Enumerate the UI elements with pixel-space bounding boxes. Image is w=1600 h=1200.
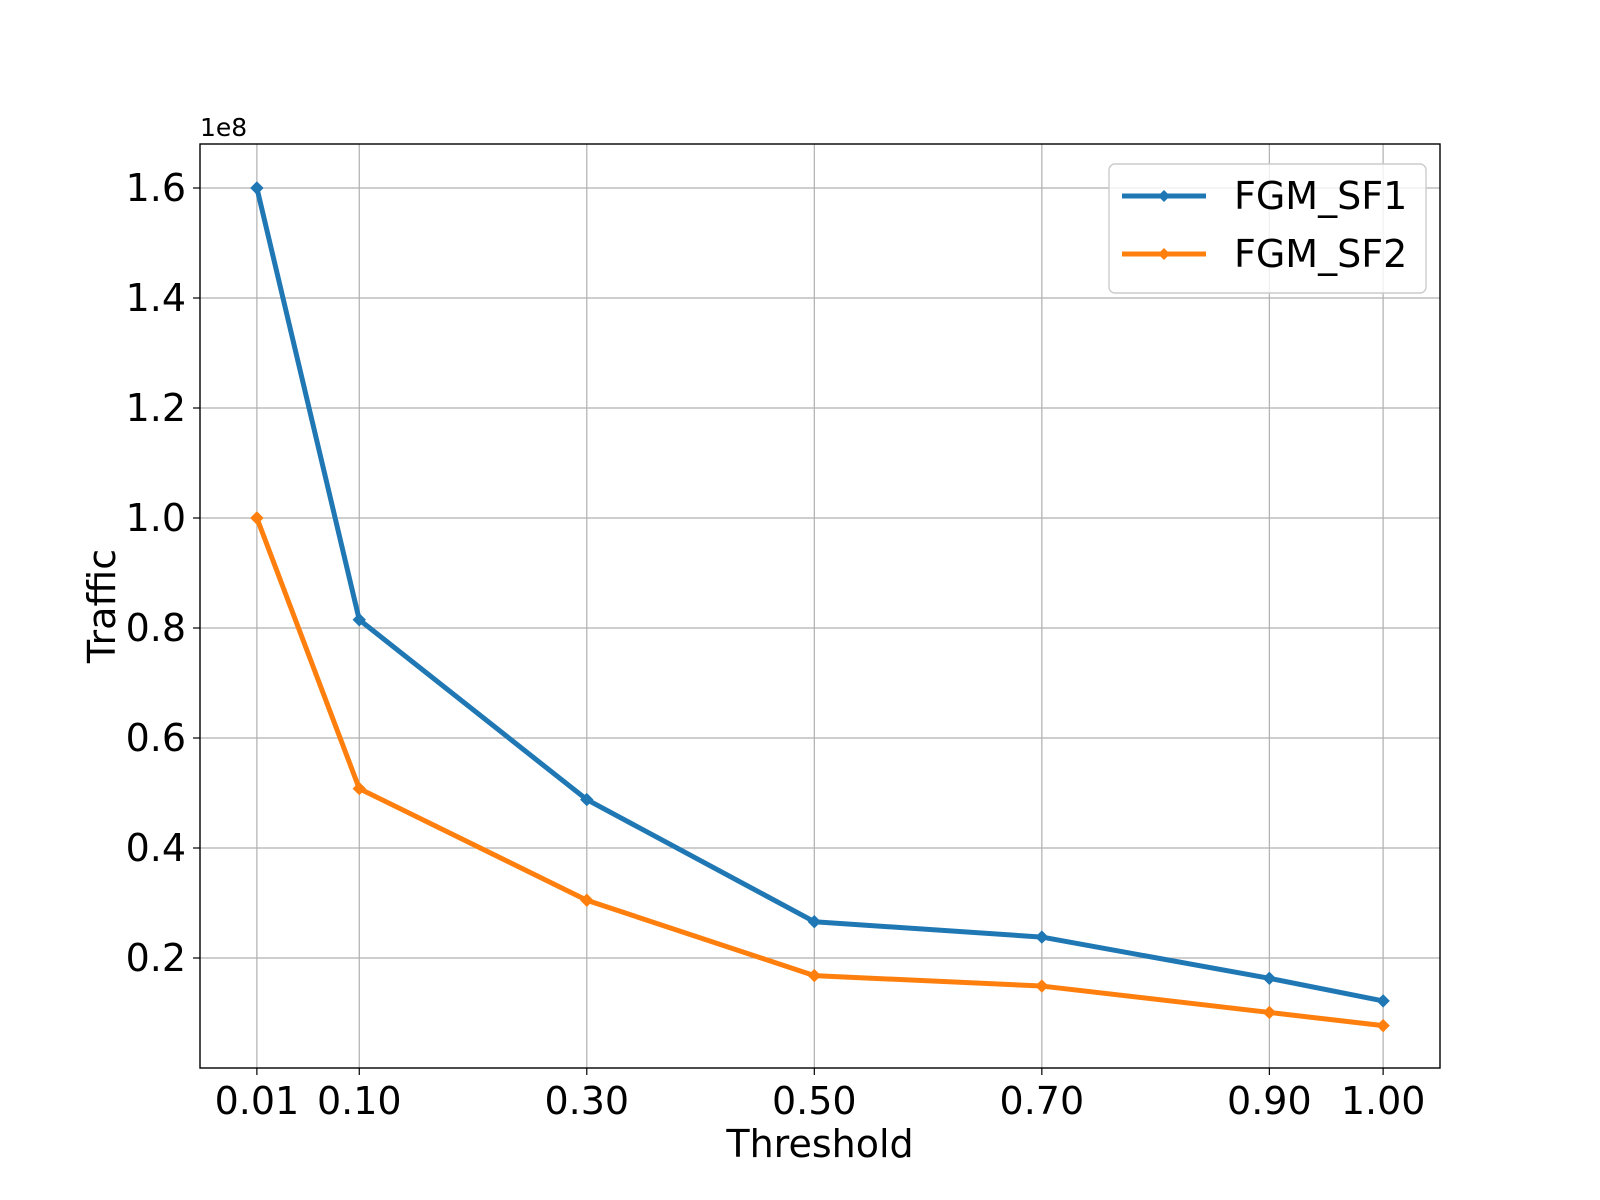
data-point-fgm-sf1 (1035, 930, 1049, 944)
grid (200, 144, 1440, 1068)
legend-marker (1158, 248, 1170, 260)
y-tick-label: 1.4 (126, 276, 186, 320)
data-point-fgm-sf2 (1376, 1018, 1390, 1033)
x-tick-label: 1.00 (1341, 1079, 1426, 1123)
y-tick-label: 1.2 (126, 386, 186, 430)
y-tick-label: 0.6 (126, 716, 186, 760)
x-tick-label: 0.90 (1227, 1079, 1312, 1123)
series-line-fgm-sf1 (254, 187, 1384, 1004)
legend: FGM_SF1 FGM_SF2 (1108, 163, 1427, 294)
y-offset-text: 1e8 (200, 113, 247, 142)
data-point-fgm-sf2 (250, 511, 264, 525)
y-axis-title: Traffic (80, 549, 124, 664)
data-point-fgm-sf1 (250, 181, 264, 195)
x-tick-label: 0.10 (317, 1079, 402, 1123)
legend-label: FGM_SF1 (1234, 174, 1407, 218)
x-tick-label: 0.30 (544, 1079, 629, 1123)
plot-frame (199, 143, 1441, 1069)
y-tick-label: 1.6 (126, 166, 186, 210)
x-axis: 0.01 0.10 0.30 0.50 0.70 0.90 1.00 (215, 1068, 1426, 1123)
data-point-fgm-sf1 (352, 613, 366, 627)
x-tick-label: 0.50 (772, 1079, 857, 1123)
legend-marker (1158, 190, 1170, 202)
y-tick-label: 0.4 (126, 826, 186, 870)
data-point-fgm-sf1 (1262, 971, 1277, 986)
series-layer (250, 181, 1390, 1033)
series-line-fgm-sf2 (254, 517, 1384, 1029)
data-point-fgm-sf1 (580, 792, 594, 807)
y-tick-label: 1.0 (126, 496, 186, 540)
data-point-fgm-sf1 (1376, 994, 1390, 1008)
legend-label: FGM_SF2 (1234, 232, 1407, 276)
x-tick-label: 0.01 (215, 1079, 300, 1123)
data-point-fgm-sf1 (807, 914, 822, 929)
data-point-fgm-sf2 (352, 781, 366, 796)
data-point-fgm-sf2 (580, 893, 594, 907)
y-tick-label: 0.8 (126, 606, 186, 650)
y-axis: 0.2 0.4 0.6 0.8 1.0 1.2 1.4 1.6 (126, 166, 200, 980)
x-axis-title: Threshold (725, 1122, 913, 1166)
data-point-fgm-sf2 (1035, 979, 1049, 993)
data-point-fgm-sf2 (807, 968, 822, 983)
y-tick-label: 0.2 (126, 936, 186, 980)
x-tick-label: 0.70 (1000, 1079, 1085, 1123)
data-point-fgm-sf2 (1262, 1005, 1277, 1020)
